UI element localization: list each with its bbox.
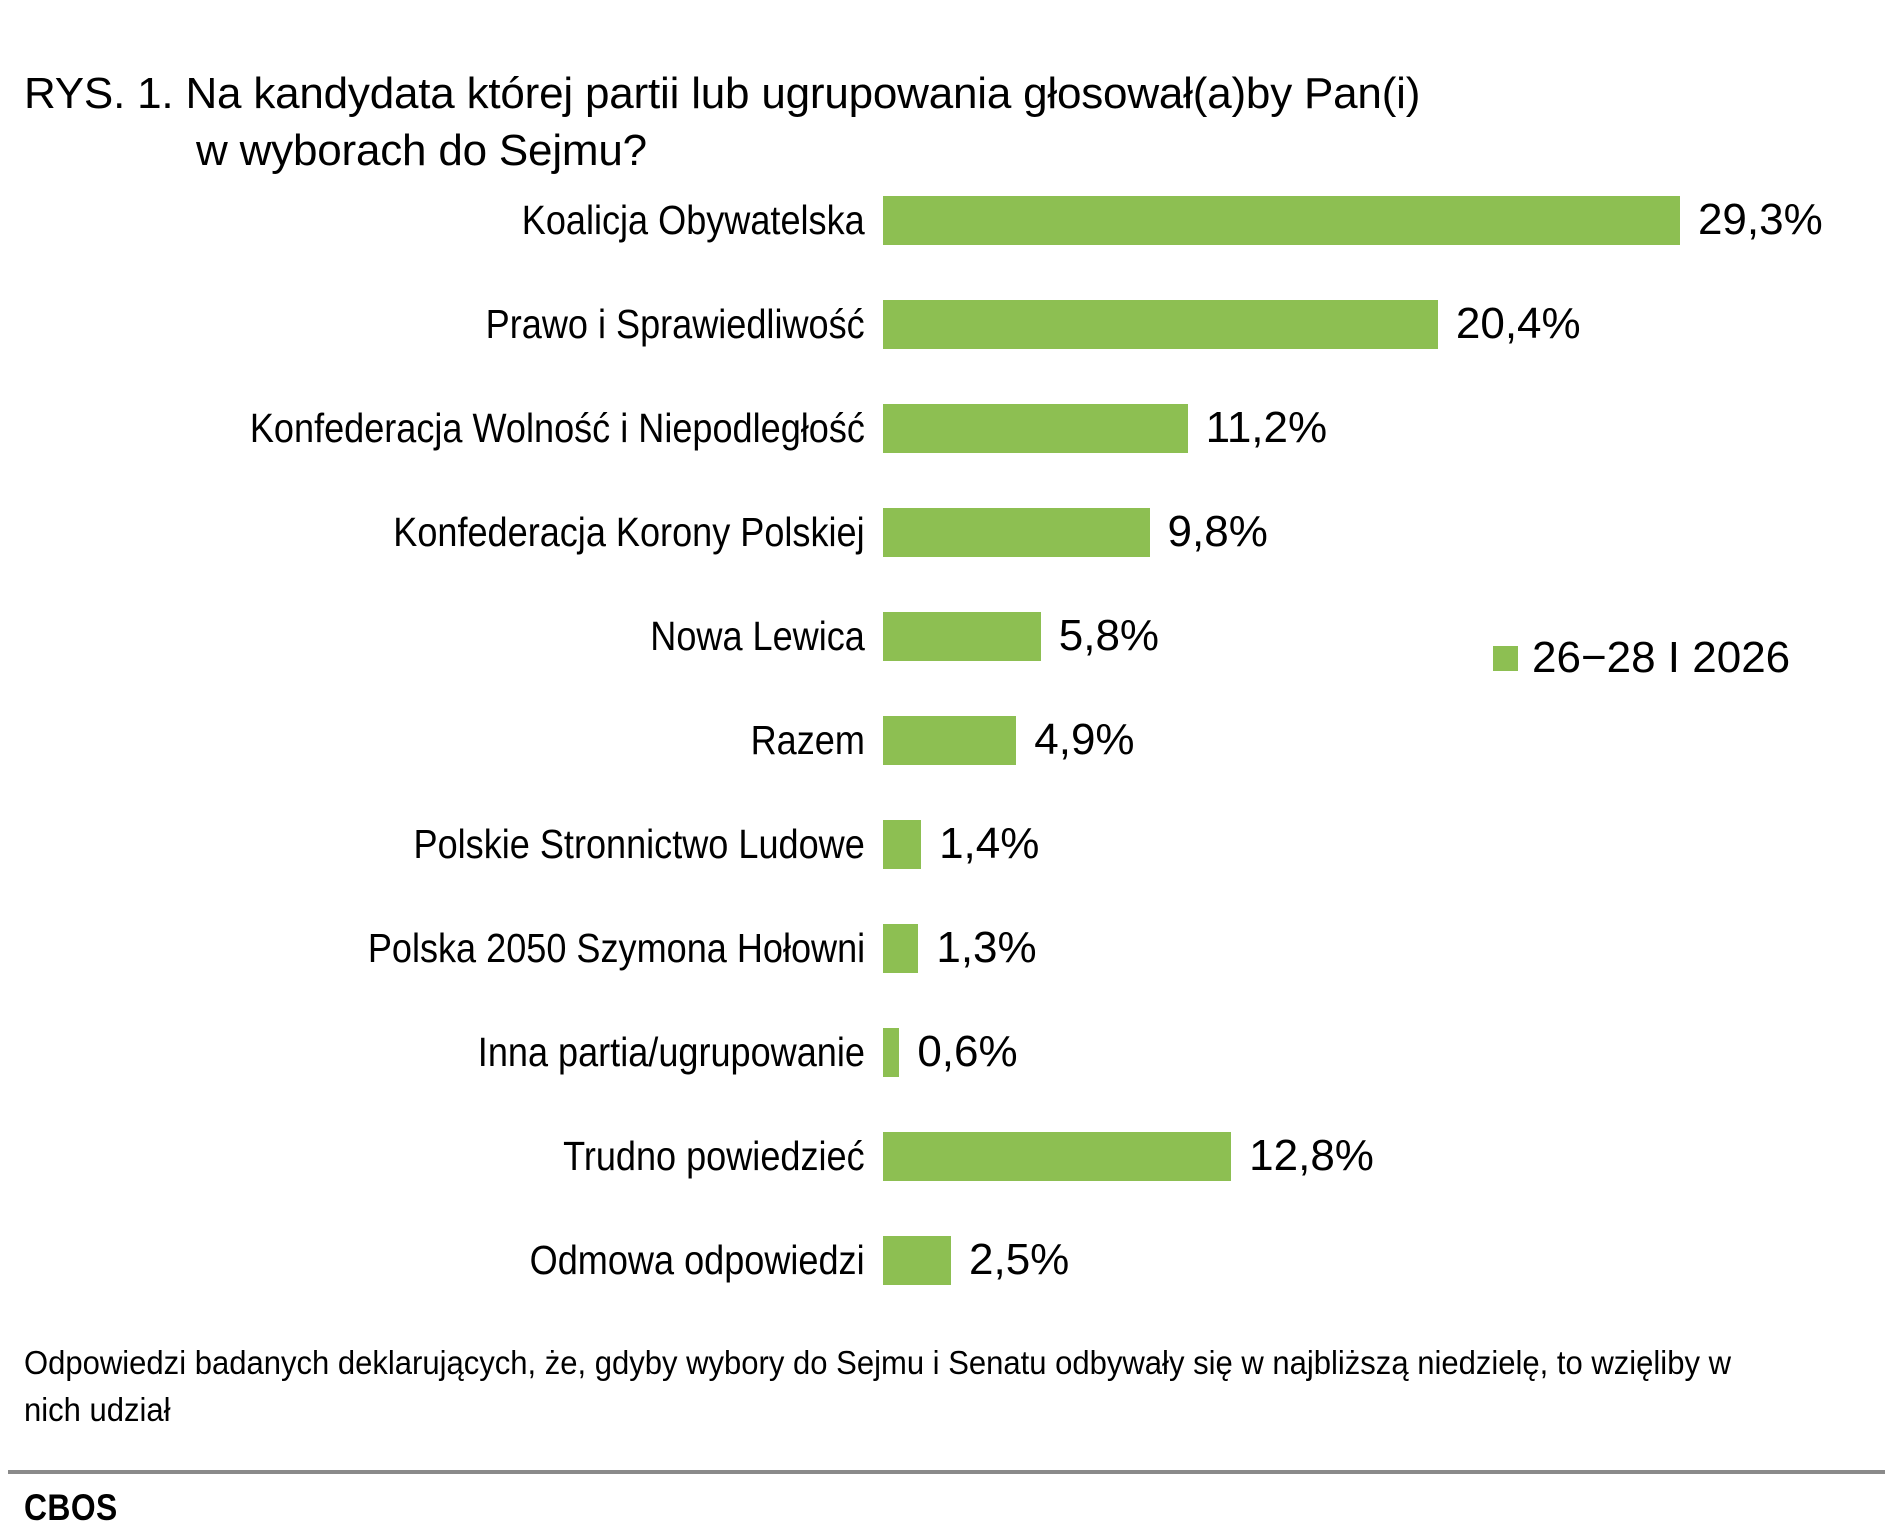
bar	[883, 300, 1438, 349]
bar	[883, 196, 1680, 245]
category-label: Prawo i Sprawiedliwość	[486, 301, 865, 347]
bar-row: Inna partia/ugrupowanie 0,6%	[0, 1000, 1893, 1104]
bar-row: Odmowa odpowiedzi 2,5%	[0, 1208, 1893, 1312]
bar-value-label: 1,4%	[939, 819, 1040, 868]
chart-legend: 26−28 I 2026	[1493, 636, 1790, 680]
category-label: Odmowa odpowiedzi	[530, 1237, 865, 1283]
bar-row: Nowa Lewica 5,8%	[0, 584, 1893, 688]
bar-value-label: 0,6%	[917, 1027, 1018, 1076]
bar-value-label: 9,8%	[1167, 507, 1268, 556]
bar-row: Konfederacja Korony Polskiej 9,8%	[0, 480, 1893, 584]
chart-footnote: Odpowiedzi badanych deklarujących, że, g…	[24, 1344, 1731, 1428]
category-label: Koalicja Obywatelska	[522, 197, 865, 243]
bar-value-label: 29,3%	[1697, 195, 1823, 244]
bar-value-label: 5,8%	[1058, 611, 1160, 660]
bar	[883, 1028, 900, 1077]
bar-row: Razem 4,9%	[0, 688, 1893, 792]
category-label: Razem	[750, 717, 865, 763]
bar-value-label: 12,8%	[1249, 1131, 1374, 1180]
category-label: Polska 2050 Szymona Hołowni	[367, 925, 865, 971]
bar	[883, 404, 1188, 453]
bar-value-label: 11,2%	[1205, 403, 1328, 452]
category-label: Konfederacja Wolność i Niepodległość	[249, 405, 865, 451]
bar-row: Konfederacja Wolność i Niepodległość 11,2…	[0, 376, 1893, 480]
bar	[883, 1236, 951, 1285]
bar	[883, 716, 1017, 765]
bar	[883, 924, 919, 973]
bar-row: Koalicja Obywatelska 29,3%	[0, 168, 1893, 272]
bar-value-label: 4,9%	[1034, 715, 1135, 764]
bar-value-label: 2,5%	[969, 1235, 1070, 1284]
category-label: Inna partia/ugrupowanie	[477, 1029, 865, 1075]
page-title: RYS. 1. Na kandydata której partii lub u…	[24, 8, 1864, 237]
bar-row: Prawo i Sprawiedliwość 20,4%	[0, 272, 1893, 376]
bar	[883, 508, 1150, 557]
category-label: Trudno powiedzieć	[563, 1133, 865, 1179]
page-title-line-1: RYS. 1. Na kandydata której partii lub u…	[24, 69, 1421, 119]
legend-swatch-icon	[1493, 645, 1518, 671]
category-label: Konfederacja Korony Polskiej	[393, 509, 865, 555]
page-title-line-2: w wyborach do Sejmu?	[196, 126, 647, 176]
bar	[883, 1132, 1232, 1181]
bar	[883, 820, 922, 869]
category-label: Nowa Lewica	[650, 613, 865, 659]
bar-row: Trudno powiedzieć 12,8%	[0, 1104, 1893, 1208]
cbos-logo: CBOS	[24, 1487, 118, 1528]
bar	[883, 612, 1041, 661]
bar-value-label: 20,4%	[1455, 299, 1581, 348]
bar-value-label: 1,3%	[936, 923, 1037, 972]
bar-row: Polska 2050 Szymona Hołowni 1,3%	[0, 896, 1893, 1000]
footer-divider	[8, 1470, 1885, 1474]
bar-row: Polskie Stronnictwo Ludowe 1,4%	[0, 792, 1893, 896]
bar-chart-plot-area: Koalicja Obywatelska 29,3% Prawo i Sprawie…	[0, 150, 1893, 1300]
legend-series-label: 26−28 I 2026	[1532, 633, 1791, 682]
category-label: Polskie Stronnictwo Ludowe	[413, 821, 865, 867]
